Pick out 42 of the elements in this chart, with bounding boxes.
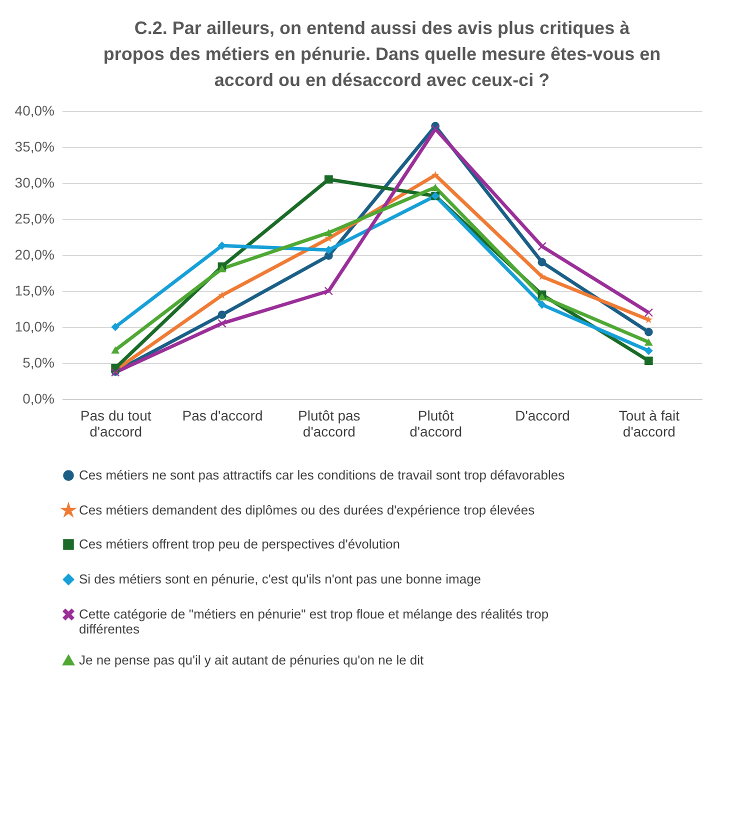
legend-label: Ces métiers demandent des diplômes ou des durées d'expérience trop élevées [79,502,536,518]
x-tick-label: Plutôt d'accord [410,408,462,440]
point [538,300,546,309]
point [111,322,120,332]
point [538,258,546,266]
point [538,272,546,280]
point [644,346,653,355]
x-tick-label: Pas d'accord [182,408,263,424]
y-tick-label: 30,0% [14,174,54,190]
legend-label: Si des métiers sont en pénurie, c'est qu'ils n'ont pas une bonne image [79,572,482,586]
point [218,310,226,319]
y-tick-label: 35,0% [14,138,54,154]
legend-label: Cette catégorie de "métiers en pénurie" est trop floue et mélange des réalités trop différentes [79,606,549,636]
x-tick-label: Plutôt pas d'accord [298,408,360,440]
y-tick-label: 10,0% [14,318,54,334]
y-tick-label: 25,0% [14,210,54,226]
point [644,328,653,336]
legend-label: Je ne pense pas qu'il y ait autant de pénuries qu'on ne le dit [79,652,424,668]
point [324,286,333,296]
point [218,319,226,328]
y-tick-label: 15,0% [14,282,54,298]
point [538,242,546,251]
y-tick-label: 20,0% [14,246,54,262]
point [218,265,226,272]
y-tick-label: 0,0% [22,390,54,406]
legend-label: Ces métiers ne sont pas attractifs car les conditions de travail sont trop défavorables [79,468,566,482]
point [644,356,653,366]
x-tick-label: Tout à fait d'accord [618,408,680,440]
point [644,338,653,346]
point [324,175,333,184]
x-tick-label: D'accord [515,408,570,424]
point [431,170,440,178]
x-tick-label: Pas du tout d'accord [80,408,152,440]
point [324,229,333,236]
point [644,308,653,317]
point [538,293,546,300]
chart-title: C.2. Par ailleurs, on entend aussi des avis plus critiques à propos des métiers en pénurie. Dans quelle mesure êtes-vous en accord ou en désaccord avec ceux-ci ? [103,18,661,90]
point [431,124,440,134]
y-tick-label: 5,0% [22,354,54,370]
point [111,346,120,354]
legend-label: Ces métiers offrent trop peu de perspectives d'évolution [79,536,400,552]
y-tick-label: 40,0% [14,102,54,118]
